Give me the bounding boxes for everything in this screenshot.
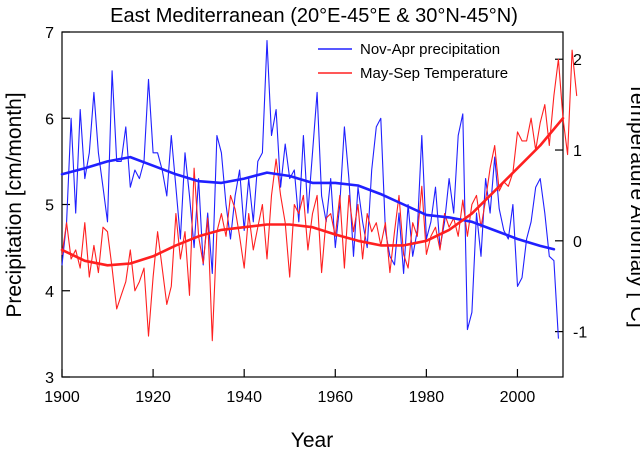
precipitation-series-line xyxy=(61,40,559,339)
precipitation-trend-line xyxy=(60,155,556,251)
y-axis-right: -1 0 1 2 xyxy=(555,52,587,342)
x-tick-label: 1920 xyxy=(135,389,171,406)
x-tick-label: 1980 xyxy=(409,389,445,406)
y-axis-left: 3 4 5 6 7 xyxy=(45,25,70,387)
y-left-tick-label: 6 xyxy=(45,111,54,128)
legend: Nov-Apr precipitation May-Sep Temperatur… xyxy=(318,41,508,82)
x-tick-label: 2000 xyxy=(500,389,536,406)
x-tick-label: 1900 xyxy=(44,389,80,406)
x-tick-label: 1960 xyxy=(317,389,353,406)
x-axis: 1900 1920 1940 1960 1980 2000 xyxy=(44,369,535,406)
legend-label-temperature: May-Sep Temperature xyxy=(360,65,508,82)
series-layer xyxy=(60,40,578,342)
y-left-tick-label: 7 xyxy=(45,25,54,42)
plot-frame xyxy=(61,31,564,378)
y-right-tick-label: -1 xyxy=(573,325,587,342)
y-left-tick-label: 3 xyxy=(45,370,54,387)
y-left-tick-label: 5 xyxy=(45,198,54,215)
legend-label-precipitation: Nov-Apr precipitation xyxy=(360,41,500,58)
y-right-tick-label: 0 xyxy=(573,234,582,251)
x-tick-label: 1940 xyxy=(226,389,262,406)
chart-title: East Mediterranean (20°E-45°E & 30°N-45°… xyxy=(110,5,518,27)
y-axis-right-label: Temperature Anomaly [°C] xyxy=(626,82,640,327)
y-left-tick-label: 4 xyxy=(45,284,54,301)
x-axis-label: Year xyxy=(291,429,333,452)
y-axis-left-label: Precipitation [cm/month] xyxy=(3,92,26,317)
temperature-trend-line xyxy=(60,116,565,267)
y-right-tick-label: 2 xyxy=(573,52,582,69)
y-right-tick-label: 1 xyxy=(573,143,582,160)
temperature-series-line xyxy=(61,49,578,342)
